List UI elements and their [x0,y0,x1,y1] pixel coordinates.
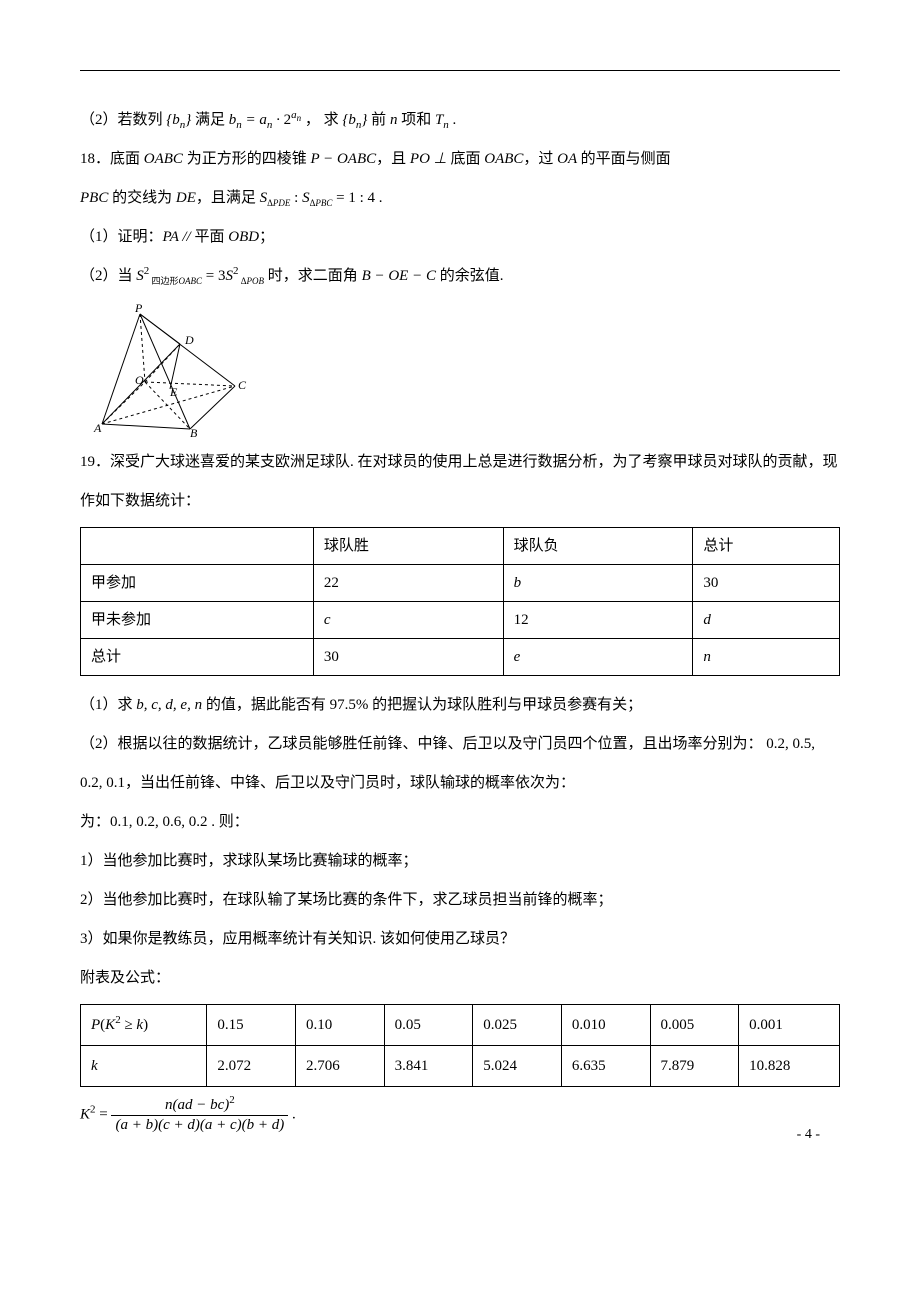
table-cell: c [313,602,503,639]
table-cell: 0.005 [650,1005,739,1046]
svg-text:D: D [184,333,194,347]
svg-text:O: O [135,373,144,387]
svg-text:C: C [238,378,247,392]
table-cell: d [693,602,840,639]
table-cell: 0.001 [739,1005,840,1046]
table-cell: 总计 [693,528,840,565]
problem-19-q2b: 为：0.1, 0.2, 0.6, 0.2 . 则： [80,803,840,842]
table-cell: 30 [313,639,503,676]
pyramid-figure: P D O E C A B [80,304,840,439]
table-cell: 0.10 [296,1005,385,1046]
p-value-table: P(K2 ≥ k) 0.15 0.10 0.05 0.025 0.010 0.0… [80,1004,840,1087]
table-row: k 2.072 2.706 3.841 5.024 6.635 7.879 10… [81,1046,840,1087]
pyramid-svg: P D O E C A B [80,304,260,439]
table-cell: 总计 [81,639,314,676]
table-cell: 球队负 [503,528,693,565]
problem-19-intro: 19．深受广大球迷喜爱的某支欧洲足球队. 在对球员的使用上总是进行数据分析，为了… [80,443,840,521]
top-horizontal-rule [80,70,840,71]
problem-17-part2: （2）若数列 {bn} 满足 bn = an · 2an ， 求 {bn} 前 … [80,101,840,140]
table-cell: 2.706 [296,1046,385,1087]
svg-text:E: E [169,385,178,399]
table-cell: 22 [313,565,503,602]
svg-text:P: P [134,304,143,315]
table-cell: 10.828 [739,1046,840,1087]
svg-text:A: A [93,421,102,435]
problem-19-sub2: 2）当他参加比赛时，在球队输了某场比赛的条件下，求乙球员担当前锋的概率； [80,881,840,920]
table-cell: 12 [503,602,693,639]
table-row: P(K2 ≥ k) 0.15 0.10 0.05 0.025 0.010 0.0… [81,1005,840,1046]
appendix-label: 附表及公式： [80,959,840,998]
contingency-table: 球队胜 球队负 总计 甲参加 22 b 30 甲未参加 c 12 d 总计 30… [80,527,840,676]
problem-19-sub1: 1）当他参加比赛时，求球队某场比赛输球的概率； [80,842,840,881]
table-cell: 甲未参加 [81,602,314,639]
problem-19-sub3: 3）如果你是教练员，应用概率统计有关知识. 该如何使用乙球员？ [80,920,840,959]
document-page: （2）若数列 {bn} 满足 bn = an · 2an ， 求 {bn} 前 … [0,0,920,1173]
table-row: 总计 30 e n [81,639,840,676]
table-cell: 3.841 [384,1046,473,1087]
table-row: 甲未参加 c 12 d [81,602,840,639]
table-cell [81,528,314,565]
table-cell: 2.072 [207,1046,296,1087]
problem-18-line1: 18．底面 OABC 为正方形的四棱锥 P − OABC，且 PO ⊥ 底面 O… [80,140,840,179]
table-cell: 球队胜 [313,528,503,565]
problem-18-part1: （1）证明：PA // 平面 OBD； [80,218,840,257]
page-number: - 4 - [797,1117,820,1153]
table-cell: 0.010 [561,1005,650,1046]
table-cell: b [503,565,693,602]
svg-text:B: B [190,426,198,439]
table-cell: n [693,639,840,676]
table-cell: P(K2 ≥ k) [81,1005,207,1046]
table-cell: 6.635 [561,1046,650,1087]
table-cell: 7.879 [650,1046,739,1087]
problem-18-part2: （2）当 S2 四边形OABC = 3S2 ΔPOB 时，求二面角 B − OE… [80,257,840,296]
table-cell: e [503,639,693,676]
table-cell: 0.15 [207,1005,296,1046]
table-row: 甲参加 22 b 30 [81,565,840,602]
table-cell: 0.05 [384,1005,473,1046]
table-cell: 甲参加 [81,565,314,602]
table-cell: 30 [693,565,840,602]
problem-19-q2: （2）根据以往的数据统计，乙球员能够胜任前锋、中锋、后卫以及守门员四个位置，且出… [80,725,840,803]
table-cell: 0.025 [473,1005,562,1046]
k-squared-formula: K2 = n(ad − bc)2 (a + b)(c + d)(a + c)(b… [80,1097,840,1133]
problem-19-q1: （1）求 b, c, d, e, n 的值，据此能否有 97.5% 的把握认为球… [80,686,840,725]
table-cell: k [81,1046,207,1087]
table-cell: 5.024 [473,1046,562,1087]
table-header-row: 球队胜 球队负 总计 [81,528,840,565]
problem-18-line2: PBC 的交线为 DE，且满足 SΔPDE : SΔPBC = 1 : 4 . [80,179,840,218]
